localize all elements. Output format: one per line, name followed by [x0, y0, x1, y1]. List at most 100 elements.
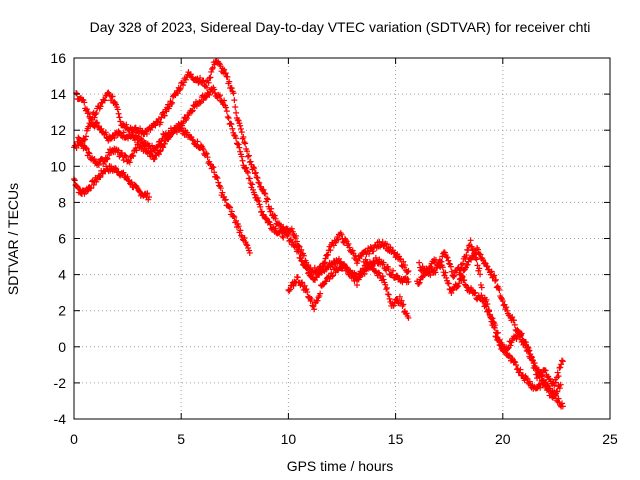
data-point: [251, 165, 258, 172]
data-point: [85, 109, 92, 116]
data-point: [342, 237, 349, 244]
y-tick-label: 12: [50, 122, 66, 138]
data-point: [416, 279, 423, 286]
data-point: [384, 241, 391, 248]
data-point: [526, 378, 533, 385]
data-point: [473, 256, 480, 263]
data-point: [91, 156, 98, 163]
data-point: [552, 379, 559, 386]
data-point: [448, 268, 455, 275]
data-point: [254, 195, 261, 202]
data-point: [443, 254, 450, 261]
data-point: [85, 149, 92, 156]
data-point: [541, 379, 548, 386]
data-point: [504, 307, 511, 314]
data-point: [532, 365, 539, 372]
data-point: [405, 267, 412, 274]
data-point: [537, 384, 544, 391]
data-point: [238, 129, 245, 136]
data-point: [73, 144, 80, 151]
data-point: [385, 291, 392, 298]
data-point: [91, 114, 98, 121]
data-point: [289, 228, 296, 235]
data-point: [82, 136, 89, 143]
data-point: [71, 177, 78, 184]
data-point: [490, 318, 497, 325]
data-point: [503, 304, 510, 311]
data-point: [531, 362, 538, 369]
data-point: [320, 260, 327, 267]
data-point: [472, 254, 479, 261]
data-point: [555, 395, 562, 402]
data-point: [347, 268, 354, 275]
data-point: [260, 186, 267, 193]
data-point: [237, 227, 244, 234]
data-point: [471, 290, 478, 297]
data-point: [189, 107, 196, 114]
data-point: [471, 250, 478, 257]
data-point: [512, 359, 519, 366]
data-point: [242, 140, 249, 147]
data-point: [470, 246, 477, 253]
data-point: [542, 367, 549, 374]
data-point: [518, 330, 525, 337]
data-point: [501, 344, 508, 351]
data-point: [211, 169, 218, 176]
data-point: [338, 231, 345, 238]
data-point: [554, 369, 561, 376]
data-point: [483, 296, 490, 303]
y-tick-label: -2: [54, 375, 67, 391]
data-point: [511, 321, 518, 328]
data-point: [300, 252, 307, 259]
data-point: [380, 259, 387, 266]
data-point: [484, 263, 491, 270]
data-point: [219, 189, 226, 196]
data-point: [161, 112, 168, 119]
data-point: [249, 181, 256, 188]
data-point: [101, 97, 108, 104]
data-point: [255, 198, 262, 205]
data-point: [94, 119, 101, 126]
data-point: [169, 99, 176, 106]
data-point: [498, 294, 505, 301]
data-point: [446, 260, 453, 267]
data-point: [253, 174, 260, 181]
data-point: [151, 155, 158, 162]
data-point: [459, 273, 466, 280]
data-point: [454, 283, 461, 290]
data-point: [214, 175, 221, 182]
data-point: [499, 298, 506, 305]
data-point: [524, 343, 531, 350]
data-point: [245, 152, 252, 159]
data-point: [183, 115, 190, 122]
data-point: [558, 400, 565, 407]
data-point: [366, 250, 373, 257]
data-point: [88, 185, 95, 192]
data-point: [137, 135, 144, 142]
data-point: [207, 74, 214, 81]
data-point: [554, 388, 561, 395]
data-point: [462, 256, 469, 263]
data-point: [81, 99, 88, 106]
data-point: [224, 113, 231, 120]
data-point: [551, 392, 558, 399]
y-tick-label: 2: [58, 303, 66, 319]
series-track-8: [456, 271, 564, 401]
data-point: [263, 195, 270, 202]
x-axis-label: GPS time / hours: [287, 458, 394, 474]
data-point: [163, 108, 170, 115]
data-point: [161, 140, 168, 147]
data-point: [478, 292, 485, 299]
data-point: [494, 329, 501, 336]
data-point: [329, 272, 336, 279]
data-point: [114, 106, 121, 113]
data-point: [188, 108, 195, 115]
data-point: [287, 286, 294, 293]
data-point: [252, 169, 259, 176]
data-point: [427, 272, 434, 279]
data-point: [400, 301, 407, 308]
data-point: [237, 148, 244, 155]
data-point: [295, 243, 302, 250]
data-point: [314, 297, 321, 304]
